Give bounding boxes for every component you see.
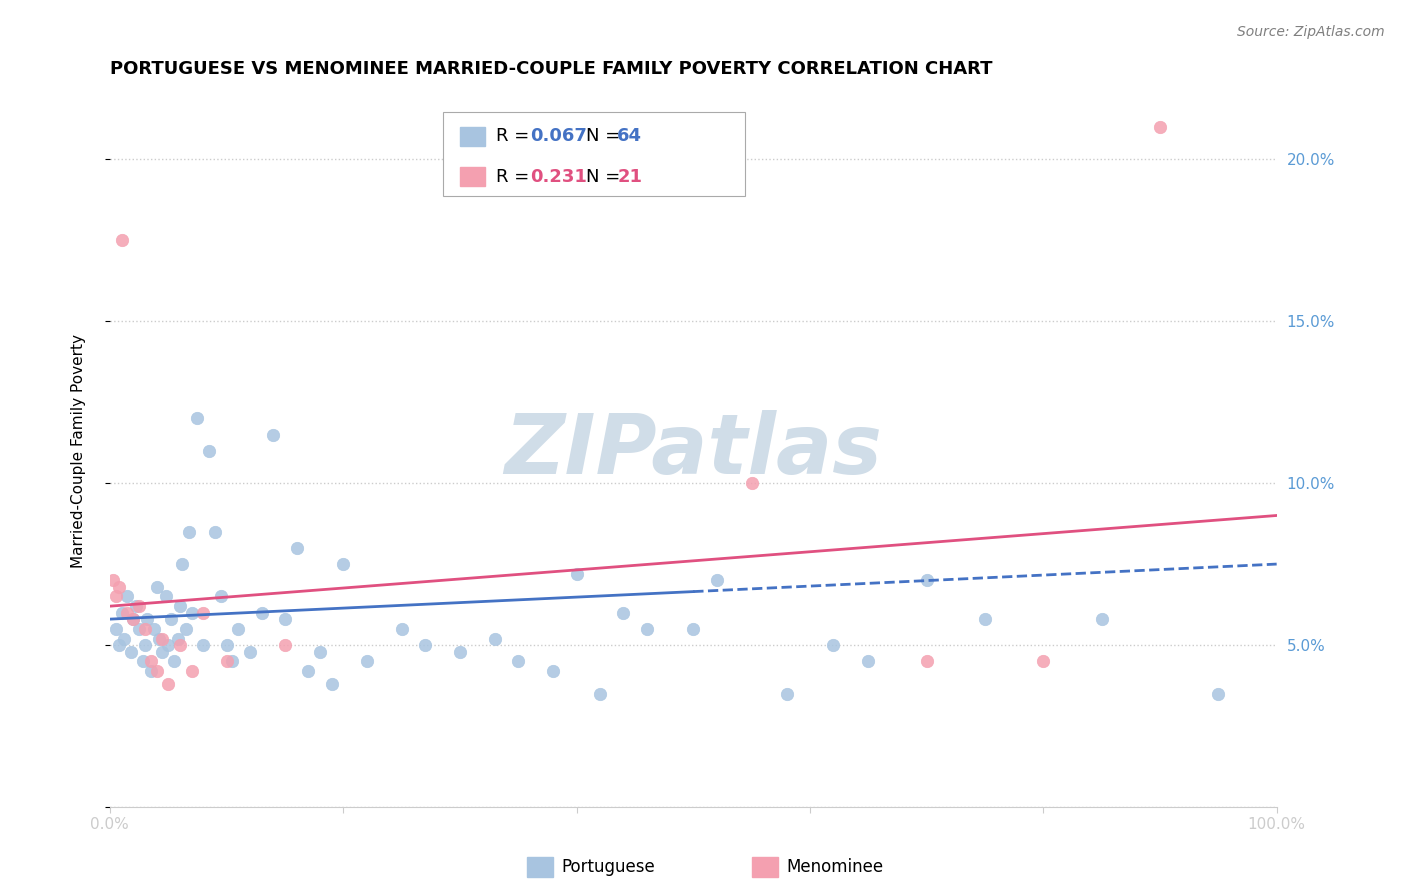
Point <box>131 654 153 668</box>
Text: R =: R = <box>496 128 536 145</box>
Point <box>112 632 135 646</box>
Point <box>274 612 297 626</box>
Point <box>858 654 880 668</box>
Point <box>297 664 319 678</box>
Point <box>143 622 166 636</box>
Point <box>391 622 413 636</box>
Point <box>565 566 588 581</box>
Point <box>155 590 177 604</box>
Point <box>104 622 127 636</box>
Point <box>449 644 471 658</box>
Point <box>104 590 127 604</box>
Point <box>193 606 215 620</box>
Point <box>636 622 658 636</box>
Point <box>226 622 249 636</box>
Point <box>274 638 297 652</box>
Text: ZIPatlas: ZIPatlas <box>505 410 882 491</box>
Point <box>180 664 202 678</box>
Text: 21: 21 <box>617 168 643 186</box>
Point <box>134 638 156 652</box>
Point <box>172 557 194 571</box>
Point <box>915 574 938 588</box>
Point <box>186 411 208 425</box>
Point <box>157 677 180 691</box>
Point <box>122 612 145 626</box>
Point <box>1032 654 1054 668</box>
Point <box>180 606 202 620</box>
Text: N =: N = <box>586 168 626 186</box>
Point <box>775 687 797 701</box>
Y-axis label: Married-Couple Family Poverty: Married-Couple Family Poverty <box>72 334 86 567</box>
Point <box>356 654 378 668</box>
Text: Source: ZipAtlas.com: Source: ZipAtlas.com <box>1237 25 1385 39</box>
Point <box>145 580 167 594</box>
Point <box>332 557 354 571</box>
Point <box>321 677 343 691</box>
Point <box>915 654 938 668</box>
Point <box>150 644 173 658</box>
Point <box>193 638 215 652</box>
Point <box>128 622 150 636</box>
Point <box>166 632 188 646</box>
Point <box>413 638 436 652</box>
Point <box>541 664 564 678</box>
Point <box>148 632 170 646</box>
Point <box>1091 612 1114 626</box>
Text: 0.231: 0.231 <box>530 168 586 186</box>
Point <box>150 632 173 646</box>
Text: Menominee: Menominee <box>786 858 883 876</box>
Text: PORTUGUESE VS MENOMINEE MARRIED-COUPLE FAMILY POVERTY CORRELATION CHART: PORTUGUESE VS MENOMINEE MARRIED-COUPLE F… <box>110 60 993 78</box>
Point <box>309 644 332 658</box>
Text: Portuguese: Portuguese <box>561 858 655 876</box>
Point <box>122 612 145 626</box>
Point <box>134 622 156 636</box>
Point <box>169 599 191 614</box>
Point <box>110 233 132 247</box>
Point <box>128 599 150 614</box>
Point <box>221 654 243 668</box>
Point <box>204 524 226 539</box>
Point <box>250 606 273 620</box>
Point <box>1149 120 1171 134</box>
Text: N =: N = <box>586 128 626 145</box>
Point <box>139 664 162 678</box>
Point <box>215 654 238 668</box>
Point <box>682 622 704 636</box>
Point <box>215 638 238 652</box>
Point <box>157 638 180 652</box>
Point <box>145 664 167 678</box>
Point <box>484 632 506 646</box>
Point <box>285 541 308 555</box>
Point <box>179 524 201 539</box>
Point <box>136 612 159 626</box>
Point <box>117 590 139 604</box>
Point <box>1208 687 1230 701</box>
Point <box>117 606 139 620</box>
Point <box>124 599 146 614</box>
Point <box>823 638 845 652</box>
Point <box>174 622 197 636</box>
Text: 64: 64 <box>617 128 643 145</box>
Point <box>110 606 132 620</box>
Point <box>120 644 142 658</box>
Point <box>239 644 262 658</box>
Point <box>139 654 162 668</box>
Point <box>198 443 221 458</box>
Point <box>508 654 530 668</box>
Point <box>209 590 232 604</box>
Point <box>108 638 131 652</box>
Point <box>974 612 997 626</box>
Point <box>169 638 191 652</box>
Point <box>706 574 728 588</box>
Point <box>103 574 125 588</box>
Point <box>159 612 181 626</box>
Point <box>108 580 131 594</box>
Point <box>163 654 186 668</box>
Text: 0.067: 0.067 <box>530 128 586 145</box>
Point <box>262 427 284 442</box>
Text: R =: R = <box>496 168 536 186</box>
Point <box>612 606 634 620</box>
Point <box>589 687 612 701</box>
Point <box>741 476 763 491</box>
